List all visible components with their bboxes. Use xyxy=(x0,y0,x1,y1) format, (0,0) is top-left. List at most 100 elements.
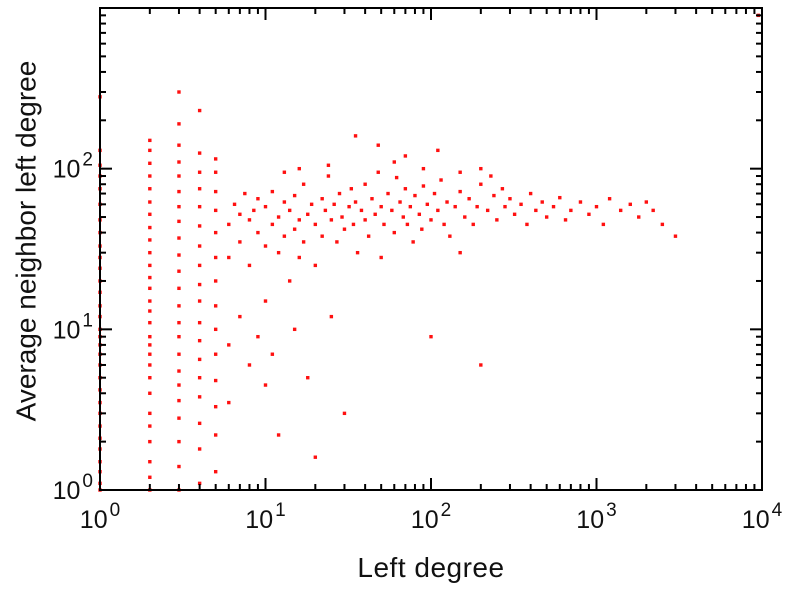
data-point xyxy=(276,433,281,437)
data-point xyxy=(177,122,181,126)
data-point xyxy=(551,204,556,209)
data-point xyxy=(366,234,371,238)
data-point xyxy=(342,227,347,231)
data-point xyxy=(439,178,443,182)
data-point xyxy=(177,398,181,403)
data-point xyxy=(373,212,377,216)
data-point xyxy=(263,299,268,303)
data-point xyxy=(197,338,202,343)
data-point xyxy=(508,197,512,201)
data-point xyxy=(337,191,342,196)
data-point xyxy=(148,200,152,204)
x-tick-label: 10 0 xyxy=(80,500,120,534)
data-point xyxy=(329,218,334,222)
data-point xyxy=(148,320,152,325)
data-point xyxy=(458,189,462,194)
data-point xyxy=(232,202,237,207)
data-point xyxy=(148,138,152,143)
data-point xyxy=(500,187,505,191)
data-point xyxy=(213,189,218,194)
data-point xyxy=(213,157,218,161)
data-point xyxy=(417,212,422,216)
data-point xyxy=(148,411,152,416)
data-point xyxy=(238,314,242,319)
data-point xyxy=(601,222,606,227)
data-point xyxy=(197,151,202,155)
data-point xyxy=(247,263,252,268)
data-point xyxy=(177,334,181,339)
data-point xyxy=(292,327,297,332)
data-point xyxy=(247,363,252,367)
data-point xyxy=(379,255,383,260)
data-point xyxy=(213,404,218,409)
data-point xyxy=(213,352,218,356)
data-point xyxy=(148,309,152,313)
data-point xyxy=(335,240,339,244)
data-point xyxy=(263,383,268,387)
data-point xyxy=(197,357,202,362)
data-point xyxy=(227,255,231,260)
data-point xyxy=(563,218,568,222)
data-point xyxy=(197,170,202,174)
data-point xyxy=(197,375,202,380)
data-point xyxy=(197,320,202,325)
data-point xyxy=(148,263,152,268)
data-point xyxy=(227,343,231,347)
data-point xyxy=(445,200,449,204)
data-point xyxy=(270,222,275,227)
data-point xyxy=(363,218,367,222)
data-point xyxy=(148,161,152,165)
data-point xyxy=(148,343,152,347)
data-point xyxy=(287,208,292,213)
data-point xyxy=(436,148,440,153)
data-point xyxy=(197,481,202,486)
data-point xyxy=(340,215,344,219)
data-point xyxy=(243,191,247,196)
data-point xyxy=(306,375,310,380)
data-point xyxy=(479,182,483,186)
data-point xyxy=(332,202,336,207)
data-point xyxy=(177,189,181,194)
data-point xyxy=(544,215,549,219)
data-point xyxy=(177,174,181,178)
data-point xyxy=(421,184,426,188)
data-point xyxy=(276,250,281,255)
data-point xyxy=(197,282,202,287)
y-axis-label-text: Average neighbor left degree xyxy=(10,60,42,422)
data-point xyxy=(148,475,152,479)
data-point xyxy=(197,108,202,113)
data-point xyxy=(660,222,665,227)
data-point xyxy=(282,170,287,174)
data-point xyxy=(213,433,218,437)
data-point xyxy=(618,208,623,213)
data-point xyxy=(363,182,367,186)
data-point xyxy=(270,352,275,356)
data-point xyxy=(282,200,287,204)
data-point xyxy=(376,143,380,147)
data-point xyxy=(329,314,334,319)
data-point xyxy=(282,234,287,238)
data-point xyxy=(177,383,181,387)
data-point xyxy=(425,202,430,207)
data-point xyxy=(313,455,318,459)
data-point xyxy=(177,160,181,164)
data-point xyxy=(256,334,260,339)
data-point xyxy=(525,222,529,227)
data-point xyxy=(177,219,181,224)
data-point xyxy=(453,204,457,209)
data-point xyxy=(471,222,475,227)
data-point xyxy=(148,375,152,380)
data-point xyxy=(463,215,467,219)
x-axis-label-text: Left degree xyxy=(357,552,505,583)
data-point xyxy=(270,189,275,194)
data-point xyxy=(309,202,314,207)
data-point xyxy=(370,197,374,201)
data-point xyxy=(213,304,218,308)
data-point xyxy=(227,222,231,227)
data-point xyxy=(197,263,202,268)
data-point xyxy=(276,215,281,219)
data-point xyxy=(408,204,413,209)
data-point xyxy=(392,230,396,235)
data-point xyxy=(540,200,544,204)
